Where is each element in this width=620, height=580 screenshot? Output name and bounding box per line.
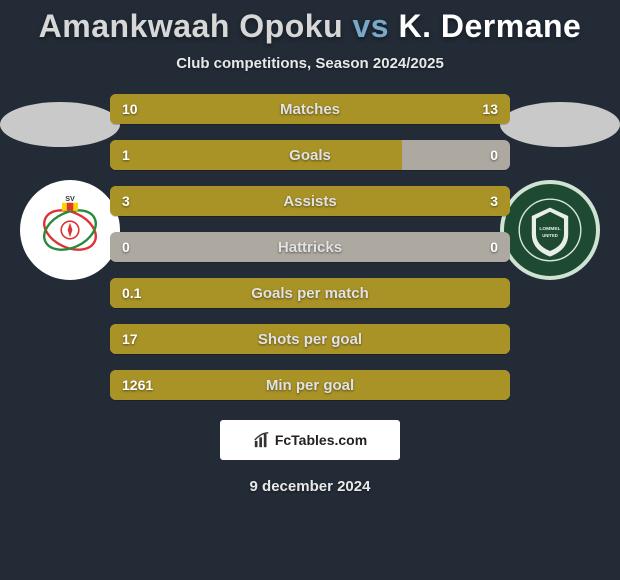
fctables-text: FcTables.com	[275, 432, 367, 448]
stat-bar-bg	[110, 232, 510, 262]
date-text: 9 december 2024	[0, 478, 620, 495]
stat-bar-right-fill	[278, 94, 510, 124]
vs-text: vs	[353, 8, 390, 44]
stat-bar: Assists33	[110, 186, 510, 216]
player1-club-crest: SV	[20, 180, 120, 280]
stat-bar-left-fill	[110, 324, 510, 354]
svg-text:UNITED: UNITED	[542, 233, 558, 238]
stat-bar-left-fill	[110, 370, 510, 400]
player2-photo-placeholder	[500, 102, 620, 147]
subtitle: Club competitions, Season 2024/2025	[0, 55, 620, 72]
stat-bars: Matches1013 Goals10 Assists33 Hattricks00 Go…	[110, 94, 510, 400]
fctables-logo-icon	[253, 431, 271, 449]
stat-bar: Goals per match0.1	[110, 278, 510, 308]
fctables-watermark: FcTables.com	[220, 420, 400, 460]
stat-bar-left-fill	[110, 278, 510, 308]
svg-text:LOMMEL: LOMMEL	[539, 226, 560, 232]
player1-name: Amankwaah Opoku	[39, 8, 343, 44]
waregem-crest-icon: SV	[30, 190, 110, 270]
stat-bar-left-fill	[110, 94, 278, 124]
lommel-crest-icon: LOMMEL UNITED	[515, 195, 585, 265]
stat-bar-left-fill	[110, 186, 310, 216]
player2-name: K. Dermane	[398, 8, 581, 44]
stat-bar: Min per goal1261	[110, 370, 510, 400]
stat-bar-left-fill	[110, 140, 402, 170]
stat-bar: Shots per goal17	[110, 324, 510, 354]
svg-text:SV: SV	[65, 194, 75, 203]
stat-bar: Matches1013	[110, 94, 510, 124]
stat-bar: Goals10	[110, 140, 510, 170]
player2-club-crest: LOMMEL UNITED	[500, 180, 600, 280]
stat-bar: Hattricks00	[110, 232, 510, 262]
stat-bar-right-fill	[310, 186, 510, 216]
player1-photo-placeholder	[0, 102, 120, 147]
comparison-title: Amankwaah Opoku vs K. Dermane	[0, 0, 620, 45]
